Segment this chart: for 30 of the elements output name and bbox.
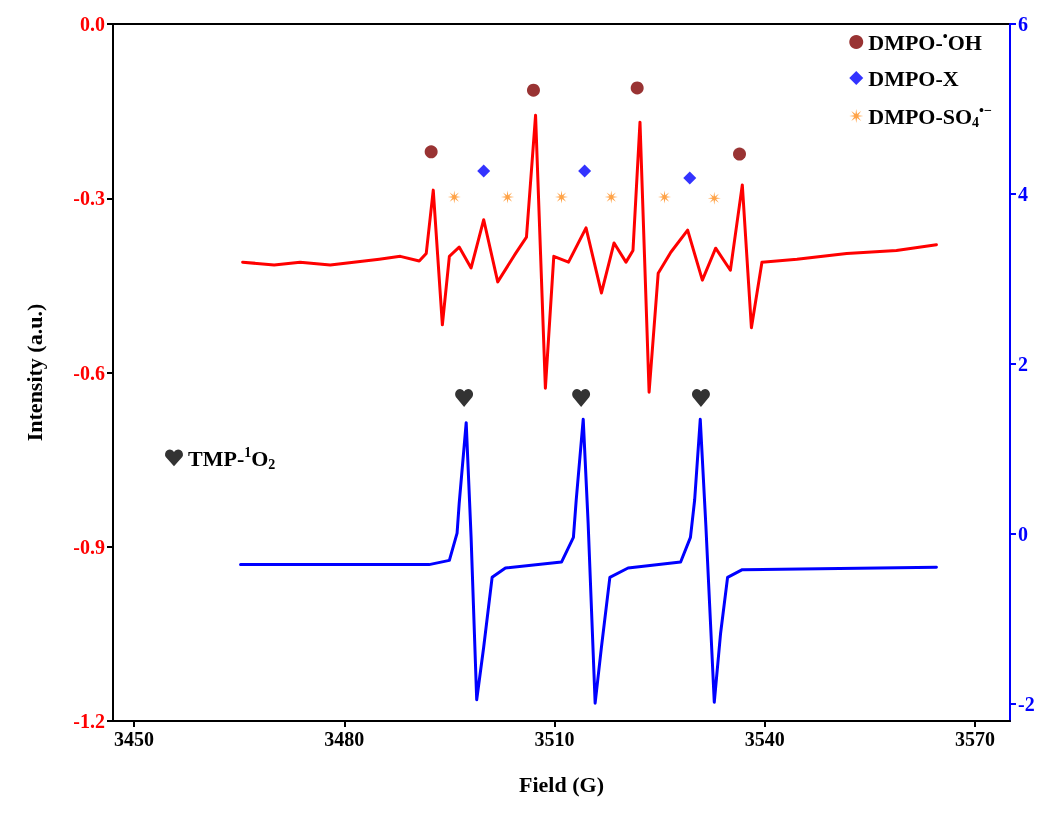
x-tick-label: 3450 [114,728,155,750]
y2-tick-label: 2 [1018,353,1028,375]
x-tick-label: 3540 [744,728,785,750]
point [578,164,592,178]
y2-tick-label: -2 [1018,693,1035,715]
y-tick-label: 0.0 [80,13,105,35]
y-tick-label: -0.6 [73,361,105,384]
y-tick-label: -0.9 [73,535,105,558]
point [707,191,721,205]
x-tick-label: 3570 [954,728,995,750]
point [424,145,438,159]
point [733,147,746,161]
point [477,164,491,178]
x-tick-label: 3480 [324,728,365,750]
y2-tick-label: 6 [1018,13,1028,35]
legend-label: DMPO-•OH [868,28,982,55]
point [526,83,540,97]
y2-tick-label: 0 [1018,523,1028,545]
point [604,190,618,204]
x-tick-label: 3510 [534,728,575,750]
point [683,171,697,185]
y-tick-label: -1.2 [73,710,105,732]
point [555,190,568,204]
legend-label: DMPO-X [868,65,959,91]
y2-tick-label: 4 [1018,183,1028,205]
point [447,190,461,204]
y-tick-label: -0.3 [73,187,105,210]
y-axis-title: Intensity (a.u.) [21,303,47,442]
x-axis-title: Field (G) [519,771,604,797]
point [630,81,644,95]
